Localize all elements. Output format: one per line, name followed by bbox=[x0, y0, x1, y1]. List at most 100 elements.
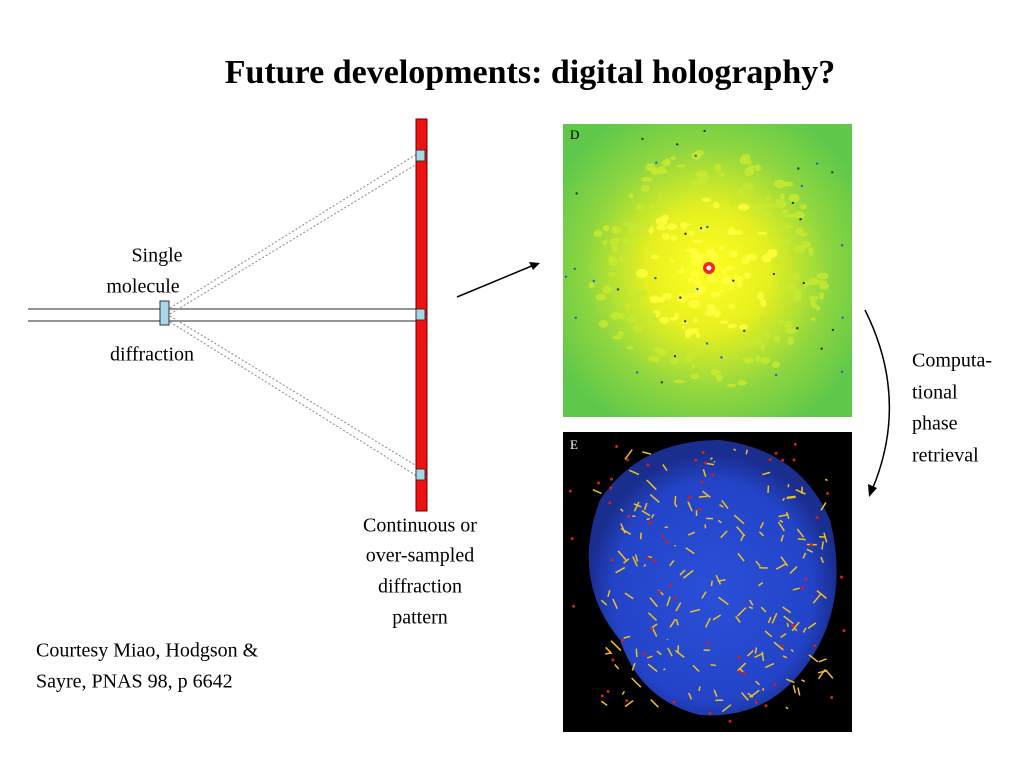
model-bond bbox=[792, 587, 800, 591]
speckle bbox=[779, 192, 785, 201]
speckle bbox=[737, 203, 750, 211]
speckle bbox=[729, 199, 740, 206]
model-bond bbox=[797, 687, 801, 696]
water-dot bbox=[608, 501, 612, 505]
detector-spot bbox=[415, 149, 426, 162]
speckle bbox=[692, 327, 700, 334]
speckle bbox=[759, 317, 765, 321]
model-bond bbox=[762, 471, 771, 476]
speckle bbox=[740, 338, 752, 347]
speckle bbox=[602, 240, 607, 246]
speckle bbox=[629, 224, 640, 232]
speckle bbox=[692, 239, 704, 243]
model-bond bbox=[717, 578, 726, 582]
speckle bbox=[626, 315, 638, 323]
model-bond bbox=[758, 581, 764, 587]
speckle bbox=[687, 277, 693, 282]
speckle bbox=[649, 295, 660, 304]
noise-dot bbox=[684, 320, 687, 323]
noise-dot bbox=[696, 287, 699, 291]
noise-dot bbox=[791, 201, 795, 205]
speckle bbox=[739, 157, 749, 165]
model-bond bbox=[733, 514, 745, 525]
speckle bbox=[735, 276, 744, 282]
model-bond bbox=[701, 591, 707, 599]
model-bond bbox=[807, 622, 817, 630]
model-bond bbox=[802, 552, 807, 559]
model-bond bbox=[765, 662, 775, 669]
speckle bbox=[696, 178, 708, 186]
speckle bbox=[637, 203, 645, 212]
model-bond bbox=[647, 612, 658, 621]
speckle bbox=[808, 295, 819, 301]
model-bond bbox=[687, 531, 696, 536]
speckle bbox=[714, 163, 722, 172]
water-dot bbox=[661, 534, 665, 538]
speckle bbox=[784, 241, 791, 245]
model-bond bbox=[715, 574, 722, 585]
water-dot bbox=[708, 711, 712, 715]
model-bond bbox=[631, 662, 636, 671]
water-dot bbox=[627, 514, 631, 518]
speckle bbox=[756, 231, 768, 235]
speckle bbox=[697, 285, 707, 291]
water-dot bbox=[648, 521, 652, 525]
water-dot bbox=[572, 604, 576, 608]
water-dot bbox=[792, 458, 796, 462]
model-bond bbox=[796, 528, 805, 538]
model-bond bbox=[779, 519, 784, 523]
speckle bbox=[743, 356, 754, 364]
speckle bbox=[755, 354, 761, 363]
model-bond bbox=[701, 490, 711, 498]
model-bond bbox=[795, 489, 806, 495]
model-bond bbox=[816, 590, 827, 599]
model-bond bbox=[817, 669, 828, 674]
speckle bbox=[810, 317, 816, 321]
speckle bbox=[636, 289, 647, 298]
model-bond bbox=[759, 521, 765, 529]
noise-dot bbox=[679, 296, 682, 299]
model-bond bbox=[639, 532, 642, 540]
water-dot bbox=[597, 481, 601, 485]
molecule bbox=[159, 300, 170, 326]
water-dot bbox=[650, 627, 654, 631]
model-bond bbox=[780, 632, 787, 638]
model-bond bbox=[790, 648, 794, 653]
speckle bbox=[738, 323, 748, 331]
noise-dot bbox=[772, 272, 776, 276]
speckle bbox=[773, 179, 786, 189]
model-bond bbox=[747, 692, 754, 698]
process-label: retrieval bbox=[912, 445, 979, 467]
speckle bbox=[728, 250, 739, 258]
speckle bbox=[693, 317, 698, 323]
model-bond bbox=[629, 469, 640, 476]
speckle bbox=[618, 255, 627, 263]
curved-arrow bbox=[864, 309, 891, 491]
water-dot bbox=[610, 558, 614, 562]
water-dot bbox=[781, 458, 785, 462]
speckle bbox=[794, 245, 806, 254]
model-bond bbox=[755, 680, 760, 686]
speckle bbox=[756, 291, 764, 301]
slide-title: Future developments: digital holography? bbox=[225, 54, 835, 91]
speckle bbox=[685, 357, 694, 362]
model-bond bbox=[780, 534, 784, 542]
model-bond bbox=[679, 569, 686, 576]
model-bond bbox=[634, 554, 639, 562]
model-bond bbox=[650, 513, 655, 519]
water-dot bbox=[737, 670, 741, 674]
water-dot bbox=[791, 624, 795, 628]
speckle bbox=[753, 203, 766, 212]
speckle bbox=[816, 280, 828, 285]
speckle bbox=[763, 331, 772, 338]
speckle bbox=[676, 270, 685, 274]
speckle bbox=[612, 335, 623, 340]
speckle bbox=[727, 324, 732, 329]
noise-dot bbox=[564, 275, 568, 278]
model-bond bbox=[704, 524, 707, 529]
model-bond bbox=[780, 556, 789, 567]
speckle bbox=[666, 223, 678, 230]
speckle bbox=[669, 356, 679, 365]
model-bond bbox=[675, 618, 679, 626]
image-label: D bbox=[570, 127, 579, 142]
